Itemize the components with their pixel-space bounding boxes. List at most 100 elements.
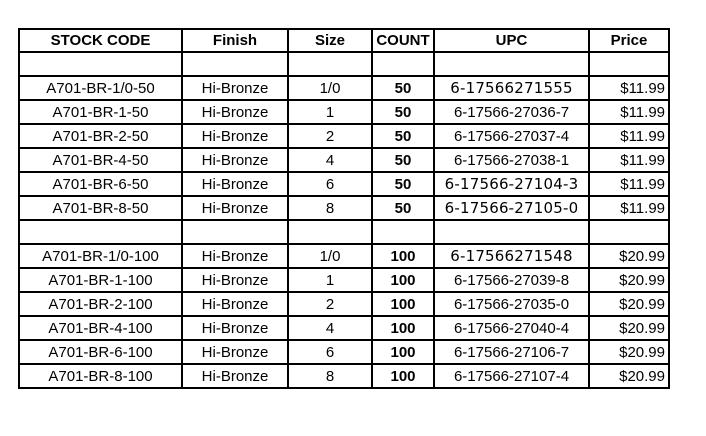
cell-price: $11.99 <box>588 123 670 149</box>
cell-size: 1/0 <box>287 75 373 101</box>
cell-size: 6 <box>287 339 373 365</box>
cell-upc: 6-17566-27105-0 <box>433 195 590 221</box>
cell-stock-code: A701-BR-6-50 <box>18 171 183 197</box>
cell-count: 50 <box>371 75 435 101</box>
cell-stock-code: A701-BR-1/0-100 <box>18 243 183 269</box>
cell-stock-code: A701-BR-4-50 <box>18 147 183 173</box>
cell-upc: 6-17566271555 <box>433 75 590 101</box>
cell-finish: Hi-Bronze <box>181 315 289 341</box>
cell-count: 100 <box>371 315 435 341</box>
cell-count: 50 <box>371 171 435 197</box>
cell-count: 100 <box>371 339 435 365</box>
cell-price: $11.99 <box>588 147 670 173</box>
cell-finish: Hi-Bronze <box>181 75 289 101</box>
table-row: A701-BR-6-100 Hi-Bronze 6 100 6-17566-27106-… <box>18 339 670 365</box>
cell-upc: 6-17566-27106-7 <box>433 339 590 365</box>
cell-finish: Hi-Bronze <box>181 291 289 317</box>
cell-upc: 6-17566-27038-1 <box>433 147 590 173</box>
cell-price <box>588 51 670 77</box>
column-header-price: Price <box>588 28 670 53</box>
cell-finish: Hi-Bronze <box>181 123 289 149</box>
cell-count: 100 <box>371 363 435 389</box>
cell-stock-code <box>18 219 183 245</box>
cell-upc <box>433 51 590 77</box>
cell-finish: Hi-Bronze <box>181 243 289 269</box>
cell-price: $11.99 <box>588 171 670 197</box>
cell-size: 4 <box>287 315 373 341</box>
cell-finish: Hi-Bronze <box>181 339 289 365</box>
cell-stock-code: A701-BR-8-100 <box>18 363 183 389</box>
cell-upc: 6-17566271548 <box>433 243 590 269</box>
table-row: A701-BR-4-50 Hi-Bronze 4 50 6-17566-27038-1 $… <box>18 147 670 173</box>
cell-count <box>371 219 435 245</box>
cell-size: 8 <box>287 363 373 389</box>
column-header-stock-code: STOCK CODE <box>18 28 183 53</box>
cell-price: $20.99 <box>588 243 670 269</box>
cell-price: $20.99 <box>588 291 670 317</box>
cell-finish: Hi-Bronze <box>181 147 289 173</box>
cell-upc: 6-17566-27035-0 <box>433 291 590 317</box>
cell-size: 4 <box>287 147 373 173</box>
column-header-finish: Finish <box>181 28 289 53</box>
table-row: A701-BR-1/0-100 Hi-Bronze 1/0 100 6-17566271… <box>18 243 670 269</box>
cell-size: 1/0 <box>287 243 373 269</box>
spacer-row <box>18 51 670 77</box>
table-row: A701-BR-8-50 Hi-Bronze 8 50 6-17566-27105-0 $… <box>18 195 670 221</box>
table-row: A701-BR-4-100 Hi-Bronze 4 100 6-17566-27040-… <box>18 315 670 341</box>
spacer-row <box>18 219 670 245</box>
cell-price: $11.99 <box>588 195 670 221</box>
cell-price: $20.99 <box>588 267 670 293</box>
cell-price: $20.99 <box>588 339 670 365</box>
cell-upc: 6-17566-27104-3 <box>433 171 590 197</box>
cell-stock-code: A701-BR-1-100 <box>18 267 183 293</box>
table-row: A701-BR-2-100 Hi-Bronze 2 100 6-17566-27035-… <box>18 291 670 317</box>
cell-finish <box>181 219 289 245</box>
cell-upc: 6-17566-27107-4 <box>433 363 590 389</box>
cell-stock-code: A701-BR-2-50 <box>18 123 183 149</box>
cell-stock-code: A701-BR-2-100 <box>18 291 183 317</box>
table-row: A701-BR-6-50 Hi-Bronze 6 50 6-17566-27104-3 $… <box>18 171 670 197</box>
cell-price: $11.99 <box>588 99 670 125</box>
cell-count: 50 <box>371 195 435 221</box>
cell-finish: Hi-Bronze <box>181 171 289 197</box>
cell-stock-code: A701-BR-8-50 <box>18 195 183 221</box>
cell-count: 100 <box>371 267 435 293</box>
cell-size <box>287 219 373 245</box>
cell-stock-code: A701-BR-4-100 <box>18 315 183 341</box>
table-body: A701-BR-1/0-50 Hi-Bronze 1/0 50 6-1756627155… <box>18 51 670 389</box>
cell-upc: 6-17566-27039-8 <box>433 267 590 293</box>
column-header-count: COUNT <box>371 28 435 53</box>
cell-price: $20.99 <box>588 315 670 341</box>
price-table: STOCK CODE Finish Size COUNT UPC Price A701-B… <box>18 28 670 389</box>
header-row: STOCK CODE Finish Size COUNT UPC Price <box>18 28 670 53</box>
cell-count: 50 <box>371 99 435 125</box>
table-row: A701-BR-1/0-50 Hi-Bronze 1/0 50 6-1756627155… <box>18 75 670 101</box>
cell-size: 8 <box>287 195 373 221</box>
cell-count: 100 <box>371 243 435 269</box>
cell-stock-code: A701-BR-6-100 <box>18 339 183 365</box>
cell-price: $11.99 <box>588 75 670 101</box>
cell-upc <box>433 219 590 245</box>
cell-price: $20.99 <box>588 363 670 389</box>
cell-finish: Hi-Bronze <box>181 363 289 389</box>
cell-count: 100 <box>371 291 435 317</box>
cell-stock-code: A701-BR-1/0-50 <box>18 75 183 101</box>
cell-stock-code <box>18 51 183 77</box>
cell-finish: Hi-Bronze <box>181 195 289 221</box>
column-header-upc: UPC <box>433 28 590 53</box>
cell-size: 2 <box>287 123 373 149</box>
cell-finish: Hi-Bronze <box>181 267 289 293</box>
cell-price <box>588 219 670 245</box>
cell-upc: 6-17566-27040-4 <box>433 315 590 341</box>
cell-size: 1 <box>287 267 373 293</box>
cell-size: 1 <box>287 99 373 125</box>
cell-count: 50 <box>371 123 435 149</box>
cell-size <box>287 51 373 77</box>
table-row: A701-BR-1-50 Hi-Bronze 1 50 6-17566-27036-7 $… <box>18 99 670 125</box>
cell-finish <box>181 51 289 77</box>
cell-finish: Hi-Bronze <box>181 99 289 125</box>
cell-count: 50 <box>371 147 435 173</box>
table-row: A701-BR-8-100 Hi-Bronze 8 100 6-17566-27107-… <box>18 363 670 389</box>
cell-upc: 6-17566-27036-7 <box>433 99 590 125</box>
column-header-size: Size <box>287 28 373 53</box>
